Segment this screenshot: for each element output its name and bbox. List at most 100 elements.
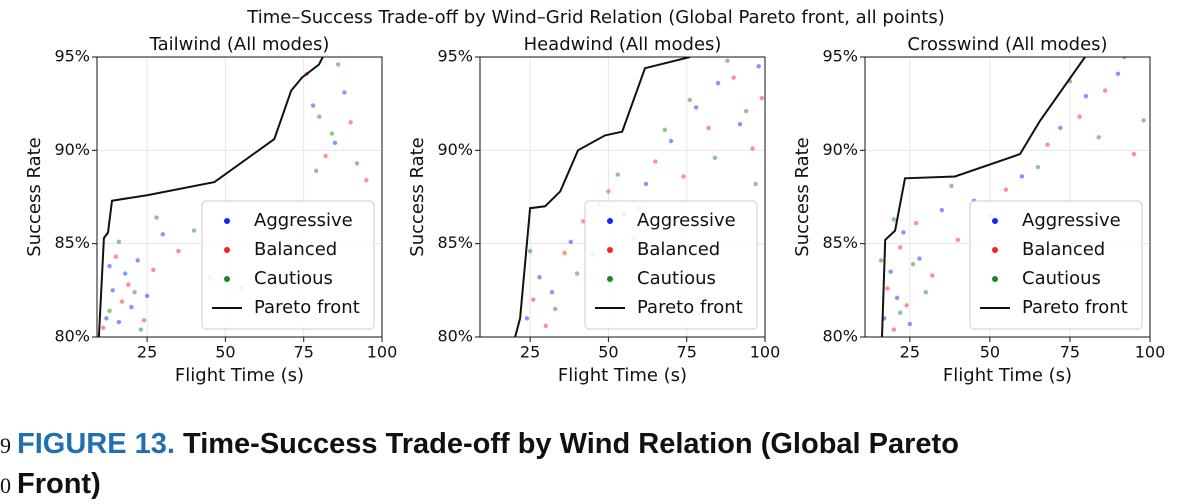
legend-label: Cautious: [254, 268, 333, 289]
y-tick-label: 90%: [822, 140, 858, 159]
point: [113, 254, 118, 259]
point: [191, 228, 197, 233]
x-axis-label: Flight Time (s): [558, 365, 687, 386]
point: [725, 58, 730, 63]
point: [1083, 94, 1089, 99]
point: [706, 125, 711, 131]
point: [910, 262, 916, 267]
point: [939, 207, 945, 213]
point: [955, 237, 961, 243]
point: [354, 161, 360, 166]
point: [141, 318, 147, 323]
point: [527, 248, 533, 254]
point: [750, 146, 755, 151]
x-tick-label: 75: [1060, 343, 1080, 362]
plot-area: [97, 57, 369, 337]
point: [101, 325, 106, 330]
axes-frame: [479, 56, 766, 338]
legend-marker: [224, 218, 230, 224]
legend-marker: [224, 247, 230, 253]
point: [753, 181, 758, 187]
axes-frame: [96, 56, 383, 338]
point: [1115, 71, 1121, 77]
chart-title: Headwind (All modes): [524, 34, 722, 55]
point: [1096, 135, 1101, 140]
point: [151, 267, 156, 272]
legend-label: Pareto front: [1022, 297, 1128, 318]
legend-label: Aggressive: [1022, 210, 1121, 231]
point: [744, 108, 749, 114]
point: [1035, 164, 1041, 170]
y-tick-label: 85%: [822, 233, 858, 252]
x-tick-label: 100: [1135, 343, 1166, 362]
point: [531, 297, 536, 302]
point: [878, 258, 884, 263]
point: [348, 120, 353, 125]
figure: Time–Success Trade-off by Wind–Grid Rela…: [24, 7, 1165, 386]
chart-title: Crosswind (All modes): [907, 34, 1107, 55]
point: [364, 178, 369, 183]
point: [898, 310, 903, 315]
legend-marker: [992, 247, 998, 253]
legend: Aggressive Balanced Cautious Pareto front: [201, 200, 375, 330]
caption-text: Front): [17, 468, 101, 500]
point: [923, 290, 929, 295]
point: [606, 189, 611, 194]
legend: Aggressive Balanced Cautious Pareto front: [584, 200, 758, 330]
subplot: Headwind (All modes) Flight Time (s) Succe…: [407, 34, 780, 386]
plot-area: [878, 57, 1146, 337]
x-tick-label: 75: [294, 343, 314, 362]
point: [549, 290, 555, 295]
pareto-line: [97, 57, 324, 337]
point: [104, 316, 109, 321]
legend-label: Balanced: [254, 239, 337, 260]
caption-line: 0 Front): [0, 468, 101, 501]
point: [332, 140, 338, 146]
y-tick-label: 80%: [437, 327, 473, 346]
plot-area: [514, 57, 765, 337]
point: [1102, 88, 1108, 93]
point: [731, 75, 736, 80]
x-axis-label: Flight Time (s): [175, 365, 304, 386]
legend-box: [201, 200, 375, 330]
point: [907, 321, 913, 327]
x-tick-label: 100: [750, 343, 781, 362]
figure-label: FIGURE 13.: [17, 428, 175, 460]
x-tick-label: 100: [367, 343, 398, 362]
point: [135, 258, 140, 263]
legend-marker: [607, 247, 613, 253]
point: [574, 271, 580, 276]
legend-marker: [224, 276, 230, 282]
point: [122, 271, 128, 276]
y-tick-label: 95%: [822, 47, 858, 66]
point: [1131, 151, 1137, 157]
point: [537, 275, 542, 280]
point: [126, 282, 131, 287]
point: [653, 159, 658, 164]
line-number: 9: [0, 433, 11, 458]
point: [1077, 114, 1082, 119]
x-tick-label: 75: [677, 343, 697, 362]
point: [119, 299, 125, 304]
point: [116, 319, 122, 325]
legend-box: [969, 200, 1143, 330]
x-tick-label: 50: [980, 343, 1000, 362]
point: [144, 293, 150, 299]
point: [138, 327, 144, 332]
point: [662, 127, 667, 132]
point: [930, 273, 935, 278]
y-tick-label: 85%: [437, 233, 473, 252]
point: [1003, 187, 1009, 192]
point: [891, 327, 897, 332]
y-tick-label: 80%: [822, 327, 858, 346]
subplot: Crosswind (All modes) Flight Time (s) Succ…: [792, 34, 1165, 386]
point: [643, 181, 649, 187]
point: [107, 308, 112, 314]
legend-label: Balanced: [1022, 239, 1105, 260]
point: [737, 122, 743, 127]
y-tick-label: 95%: [437, 47, 473, 66]
point: [154, 215, 159, 220]
point: [176, 248, 181, 254]
point: [891, 217, 897, 222]
point: [888, 269, 893, 274]
